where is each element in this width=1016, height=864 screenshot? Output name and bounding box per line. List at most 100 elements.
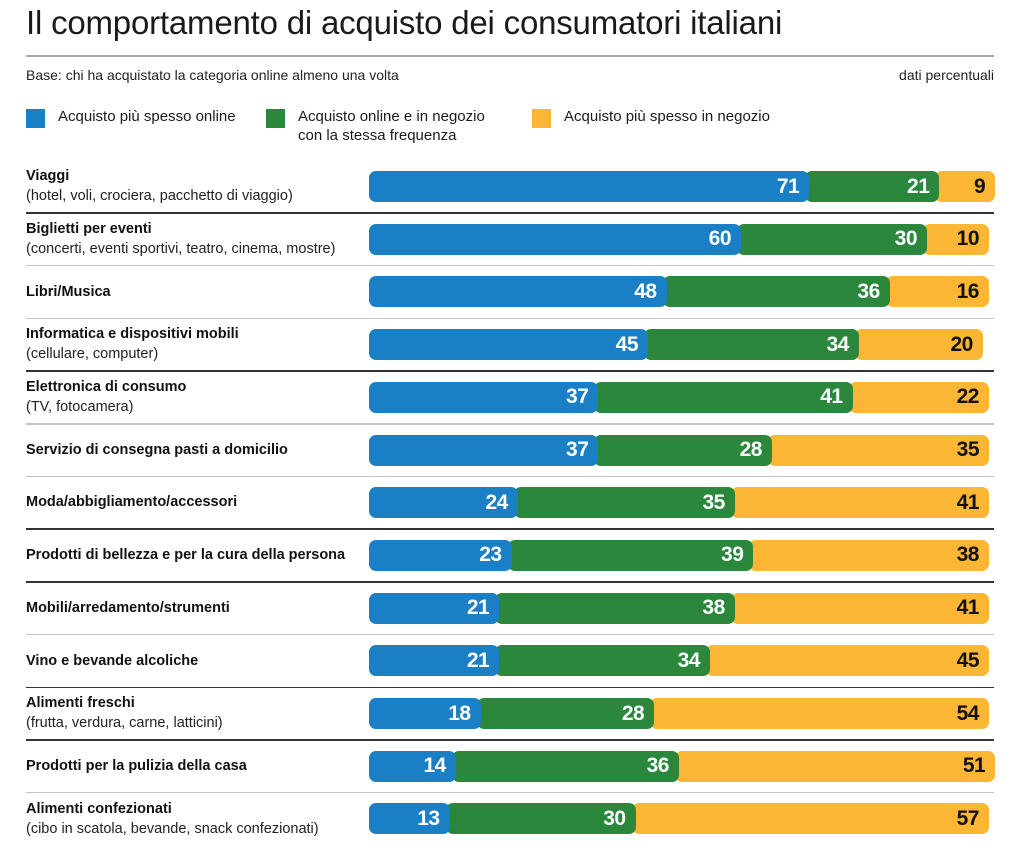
row-divider [26,686,994,688]
legend-item-store: Acquisto più spesso in negozio [532,107,770,128]
bar-segment-both: 34 [644,329,859,361]
stacked-bar: 14 36 51 [369,750,996,782]
data-label: 41 [956,490,980,514]
legend-swatch-store [532,109,551,128]
category-subtitle: (frutta, verdura, carne, latticini) [26,715,223,732]
stacked-bar: 21 34 45 [369,645,994,677]
bar-segment-both: 39 [507,539,754,571]
data-label: 71 [776,174,800,198]
data-label: 28 [739,438,763,461]
legend-item-online: Acquisto più spesso online [26,107,236,128]
stacked-bar: 21 38 41 [369,592,994,624]
legend-swatch-online [26,109,45,128]
bar-segment-both: 41 [594,381,853,413]
stacked-bar: 37 41 22 [369,381,994,413]
chart-row: Alimenti confezionati (cibo in scatola, b… [26,792,994,845]
chart-row: Moda/abbigliamento/accessori 24 35 41 [26,476,994,529]
row-divider [26,528,994,530]
row-divider [26,212,994,214]
stacked-bar: 24 35 41 [369,487,994,519]
bar-segment-store: 41 [730,592,989,624]
bar-segment-both: 30 [445,803,636,835]
category-label: Alimenti freschi (frutta, verdura, carne,… [26,687,223,740]
category-title: Prodotti di bellezza e per la cura della… [26,547,346,564]
chart-row: Servizio di consegna pasti a domicilio 37… [26,424,994,477]
data-label: 45 [615,332,639,356]
stacked-bar: 48 36 16 [369,276,994,308]
category-title: Vino e bevande alcoliche [26,652,199,669]
bar-segment-store: 51 [675,750,996,782]
bar-segment-online: 14 [369,750,456,782]
bar-segment-store: 57 [631,803,989,835]
data-label: 35 [702,490,725,514]
data-label: 20 [950,332,973,356]
chart-row: Viaggi (hotel, voli, crociera, pacchetto … [26,160,996,213]
bar-segment-online: 24 [369,487,518,519]
title-divider [26,55,994,57]
data-label: 18 [448,701,471,725]
bar-segment-online: 60 [369,223,741,255]
category-title: Servizio di consegna pasti a domicilio [26,441,288,458]
category-title: Informatica e dispositivi mobili [26,326,239,343]
legend-label-online: Acquisto più spesso online [58,108,236,125]
data-label: 14 [423,754,446,778]
category-subtitle: (TV, fotocamera) [26,399,134,416]
bar-segment-store: 9 [935,171,996,202]
bar-segment-online: 45 [369,329,648,361]
data-label: 57 [956,806,980,830]
chart-row: Libri/Musica 48 36 16 [26,265,994,318]
stacked-bar: 37 28 35 [369,434,994,466]
stacked-bar: 18 28 54 [369,698,994,729]
category-subtitle: (concerti, eventi sportivi, teatro, cine… [26,240,336,257]
category-label: Vino e bevande alcoliche [26,634,198,687]
chart-row: Informatica e dispositivi mobili (cellula… [26,318,994,371]
chart-row: Elettronica di consumo (TV, fotocamera) 37… [26,371,994,424]
stacked-bar: 60 30 10 [369,223,994,255]
data-label: 36 [646,754,670,778]
chart-row: Biglietti per eventi (concerti, eventi sp… [26,213,994,266]
category-title: Biglietti per eventi [26,220,152,237]
category-label: Prodotti per la pulizia della casa [26,740,247,793]
stacked-bar: 71 21 9 [369,171,996,202]
chart-row: Prodotti di bellezza e per la cura della… [26,529,994,582]
bar-segment-both: 36 [662,276,890,308]
bar-segment-store: 10 [923,223,989,255]
category-title: Alimenti confezionati [26,800,172,817]
bar-segment-store: 22 [848,381,989,413]
category-title: Prodotti per la pulizia della casa [26,757,247,774]
category-title: Moda/abbigliamento/accessori [26,494,238,511]
chart-row: Mobili/arredamento/strumenti 21 38 41 [26,582,994,635]
category-label: Elettronica di consumo (TV, fotocamera) [26,371,186,424]
data-label: 30 [603,806,626,830]
data-label: 45 [956,648,980,672]
row-divider [26,633,994,636]
bar-segment-both: 38 [495,592,735,624]
category-label: Prodotti di bellezza e per la cura della… [26,529,345,582]
data-label: 21 [907,174,930,198]
data-label: 13 [417,806,440,830]
data-label: 10 [956,227,980,251]
row-divider [26,791,994,794]
bar-segment-store: 45 [706,645,989,677]
stacked-bar: 45 34 20 [369,329,994,361]
bar-segment-online: 37 [369,434,599,466]
data-label: 34 [826,332,849,356]
data-label: 41 [820,385,843,409]
category-title: Elettronica di consumo [26,379,187,396]
data-label: 38 [702,596,725,620]
data-label: 39 [721,543,744,567]
data-label: 23 [479,543,502,567]
data-label: 28 [621,701,645,725]
category-label: Viaggi (hotel, voli, crociera, pacchetto … [26,160,293,213]
row-divider [26,475,994,478]
row-divider [26,264,994,267]
legend-label-store: Acquisto più spesso in negozio [564,108,770,125]
units-note: dati percentuali [899,67,994,83]
data-label: 38 [956,543,980,567]
chart-row: Prodotti per la pulizia della casa 14 36 51 [26,740,996,793]
chart-row: Vino e bevande alcoliche 21 34 45 [26,634,994,687]
bar-segment-online: 23 [369,539,512,571]
bar-segment-store: 38 [749,539,989,571]
stacked-bar: 13 30 57 [369,803,994,835]
category-label: Biglietti per eventi (concerti, eventi sp… [26,213,335,266]
